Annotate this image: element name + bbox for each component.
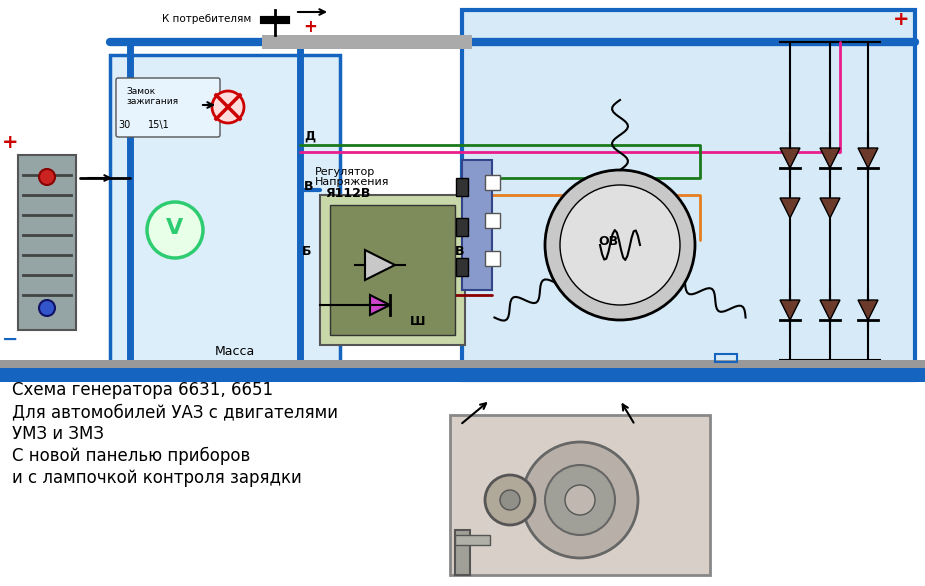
Circle shape <box>212 91 244 123</box>
Text: В: В <box>304 180 314 193</box>
Text: Ш: Ш <box>410 315 426 328</box>
Text: Замок: Замок <box>126 87 155 96</box>
Bar <box>330 205 455 335</box>
Text: Регулятор: Регулятор <box>315 167 376 177</box>
FancyBboxPatch shape <box>116 78 220 137</box>
Text: ОВ: ОВ <box>598 235 618 248</box>
Polygon shape <box>780 148 800 168</box>
Text: 30: 30 <box>118 120 130 130</box>
Bar <box>0 360 925 368</box>
Polygon shape <box>858 300 878 320</box>
Bar <box>262 35 472 49</box>
Bar <box>455 535 490 545</box>
Circle shape <box>545 170 695 320</box>
Circle shape <box>522 442 638 558</box>
Polygon shape <box>820 198 840 218</box>
Text: и с лампочкой контроля зарядки: и с лампочкой контроля зарядки <box>12 469 302 487</box>
Bar <box>320 195 465 345</box>
Bar <box>456 178 468 196</box>
Circle shape <box>147 202 203 258</box>
Circle shape <box>485 475 535 525</box>
Polygon shape <box>370 295 390 315</box>
Text: УМЗ и ЗМЗ: УМЗ и ЗМЗ <box>12 425 104 443</box>
Text: 15\1: 15\1 <box>148 120 170 130</box>
Circle shape <box>39 300 55 316</box>
Polygon shape <box>780 300 800 320</box>
Text: +: + <box>2 133 19 152</box>
Text: Напряжения: Напряжения <box>315 177 389 187</box>
Circle shape <box>39 169 55 185</box>
Bar <box>485 175 500 190</box>
Text: Б: Б <box>302 245 312 258</box>
Text: +: + <box>303 18 317 36</box>
Circle shape <box>565 485 595 515</box>
Text: +: + <box>893 10 909 29</box>
Text: зажигания: зажигания <box>126 97 179 106</box>
Text: Я112В: Я112В <box>325 187 370 200</box>
Bar <box>456 218 468 236</box>
Text: Масса: Масса <box>215 345 255 358</box>
Bar <box>455 530 470 575</box>
Text: Схема генератора 6631, 6651: Схема генератора 6631, 6651 <box>12 381 273 399</box>
Bar <box>456 258 468 276</box>
Circle shape <box>500 490 520 510</box>
Polygon shape <box>858 148 878 168</box>
Text: С новой панелью приборов: С новой панелью приборов <box>12 447 251 465</box>
Bar <box>462 10 915 380</box>
Bar <box>715 354 737 362</box>
Text: Для автомобилей УАЗ с двигателями: Для автомобилей УАЗ с двигателями <box>12 403 338 421</box>
Text: −: − <box>2 330 19 349</box>
Text: К потребителям: К потребителям <box>162 14 252 24</box>
Polygon shape <box>365 250 395 280</box>
Bar <box>18 155 76 330</box>
Text: −: − <box>720 344 734 362</box>
Circle shape <box>545 465 615 535</box>
Bar <box>462 160 492 290</box>
Circle shape <box>560 185 680 305</box>
Bar <box>110 55 340 365</box>
Text: В: В <box>455 245 464 258</box>
Text: Д: Д <box>304 130 315 143</box>
Bar <box>450 415 710 575</box>
Text: V: V <box>166 218 183 238</box>
Polygon shape <box>780 198 800 218</box>
Bar <box>485 213 500 228</box>
Polygon shape <box>820 148 840 168</box>
Bar <box>0 368 925 382</box>
Bar <box>485 251 500 266</box>
Polygon shape <box>820 300 840 320</box>
